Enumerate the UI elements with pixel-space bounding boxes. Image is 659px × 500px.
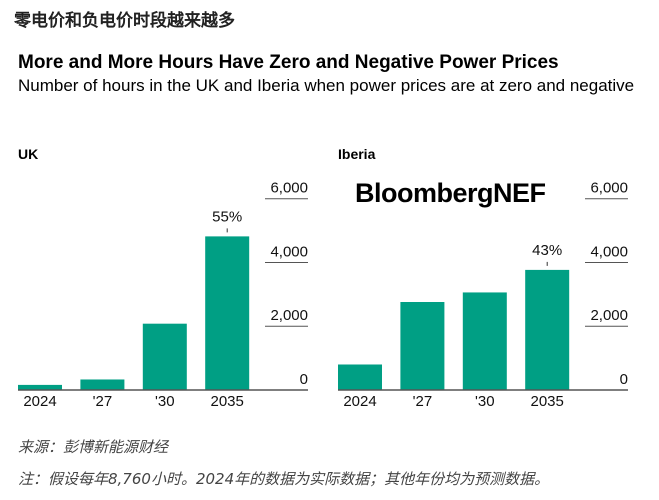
iberia-xtick-label: 2024 xyxy=(343,393,376,410)
uk-xtick-label: 2035 xyxy=(211,393,244,410)
chart-title: More and More Hours Have Zero and Negati… xyxy=(18,52,559,73)
iberia-xtick-label: '30 xyxy=(475,393,495,410)
uk-data-label: 55% xyxy=(212,208,242,225)
iberia-ytick-label: 6,000 xyxy=(590,180,628,197)
iberia-bar xyxy=(462,292,507,390)
uk-ytick-label: 4,000 xyxy=(270,243,308,260)
iberia-data-label: 43% xyxy=(532,242,562,259)
iberia-ytick-label: 0 xyxy=(620,371,628,388)
panel-title-iberia: Iberia xyxy=(338,146,376,162)
panel-title-uk: UK xyxy=(18,146,39,162)
chinese-title: 零电价和负电价时段越来越多 xyxy=(14,11,235,31)
iberia-xtick-label: '27 xyxy=(413,393,433,410)
iberia-ytick-label: 4,000 xyxy=(590,243,628,260)
chart-subtitle: Number of hours in the UK and Iberia whe… xyxy=(18,76,635,95)
uk-ytick-label: 6,000 xyxy=(270,180,308,197)
uk-bar xyxy=(205,236,250,390)
source-note: 来源：彭博新能源财经 xyxy=(18,438,169,456)
uk-ytick-label: 2,000 xyxy=(270,307,308,324)
iberia-ytick-label: 2,000 xyxy=(590,307,628,324)
iberia-bar xyxy=(338,364,382,390)
uk-xtick-label: '30 xyxy=(155,393,175,410)
uk-bar xyxy=(80,379,125,390)
footnote: 注：假设每年8,760小时。2024年的数据为实际数据；其他年份均为预测数据。 xyxy=(18,470,550,488)
uk-bar xyxy=(18,384,62,390)
uk-ytick-label: 0 xyxy=(300,371,308,388)
uk-xtick-label: 2024 xyxy=(23,393,56,410)
iberia-bar xyxy=(400,302,445,390)
bloombergnef-logo: BloombergNEF xyxy=(355,178,546,208)
iberia-bar xyxy=(525,269,570,390)
uk-bar xyxy=(142,323,187,390)
iberia-xtick-label: 2035 xyxy=(531,393,564,410)
uk-xtick-label: '27 xyxy=(93,393,113,410)
